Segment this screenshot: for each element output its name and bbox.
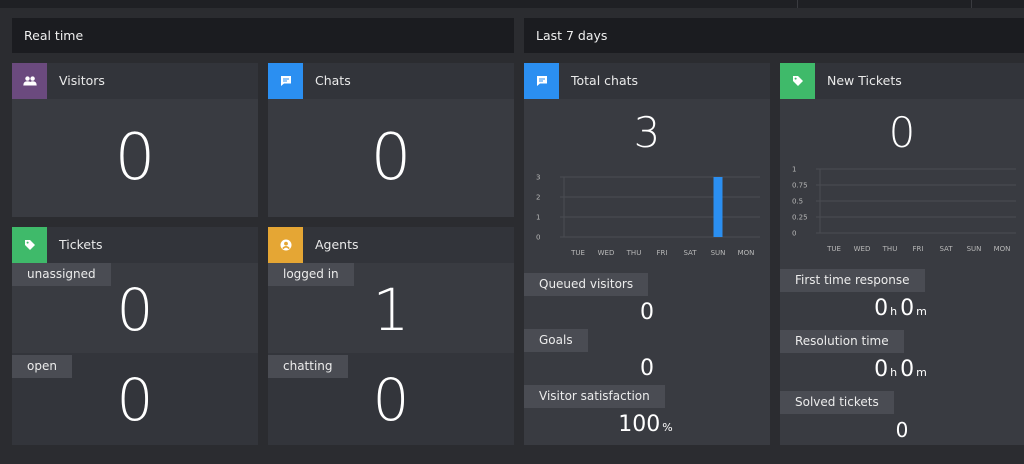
total-chats-card: Total chats 3 3 2 1 0 TUE WED THU FRI SAT SUN MON … [524, 63, 770, 445]
visitors-title: Visitors [59, 73, 105, 88]
x-tick-label: THU [626, 249, 642, 257]
hours-unit: h [890, 305, 898, 318]
first-response-hours: 0 [874, 296, 889, 321]
resolution-minutes: 0 [900, 357, 915, 382]
chatting-block: chatting 0 [268, 353, 514, 445]
x-tick-label: THU [882, 245, 898, 253]
chats-card-header: Chats [268, 63, 514, 99]
y-tick-label: 2 [536, 194, 540, 202]
last7-header: Last 7 days [524, 18, 1024, 53]
solved-tickets-label: Solved tickets [780, 391, 894, 414]
new-tickets-count: 0 [888, 108, 916, 157]
y-tick-label: 0 [536, 234, 540, 242]
x-tick-label: FRI [657, 249, 668, 257]
chats-count: 0 [370, 121, 412, 195]
new-tickets-title: New Tickets [827, 73, 902, 88]
visitor-satisfaction-value: 100% [524, 411, 770, 442]
solved-tickets-count: 0 [895, 418, 909, 442]
visitor-satisfaction-number: 100 [618, 412, 661, 437]
logged-in-label: logged in [268, 263, 354, 286]
new-tickets-card: New Tickets 0 1 0.75 0.5 0.25 0 TUE WED THU FRI S… [780, 63, 1024, 445]
open-count: 0 [116, 366, 154, 434]
goals-count: 0 [640, 356, 654, 381]
x-tick-label: SAT [939, 245, 953, 253]
top-bar-divider [971, 0, 972, 8]
tickets-title: Tickets [59, 237, 103, 252]
visitor-satisfaction-label: Visitor satisfaction [524, 385, 665, 408]
unassigned-label: unassigned [12, 263, 111, 286]
resolution-hours: 0 [874, 357, 889, 382]
total-chats-chart: 3 2 1 0 TUE WED THU FRI SAT SUN MON [536, 174, 760, 257]
new-tickets-chart: 1 0.75 0.5 0.25 0 TUE WED THU FRI SAT SUN MON [792, 166, 1016, 253]
visitors-card-header: Visitors [12, 63, 258, 99]
users-icon [12, 63, 47, 99]
x-tick-label: FRI [913, 245, 924, 253]
resolution-time-label: Resolution time [780, 330, 904, 353]
tag-icon [12, 227, 47, 263]
x-tick-label: TUE [570, 249, 585, 257]
y-tick-label: 1 [792, 166, 796, 174]
x-tick-label: MON [738, 249, 755, 257]
y-tick-label: 0.25 [792, 214, 808, 222]
goals-label: Goals [524, 329, 588, 352]
minutes-unit: m [916, 366, 927, 379]
x-tick-label: TUE [826, 245, 841, 253]
user-circle-icon [268, 227, 303, 263]
x-tick-label: WED [854, 245, 871, 253]
y-tick-label: 1 [536, 214, 540, 222]
x-tick-label: WED [598, 249, 615, 257]
chatting-label: chatting [268, 355, 348, 378]
x-tick-label: SUN [967, 245, 982, 253]
visitors-count: 0 [114, 121, 156, 195]
open-label: open [12, 355, 72, 378]
y-tick-label: 0 [792, 230, 796, 238]
chats-card: Chats 0 [268, 63, 514, 217]
tickets-card: Tickets unassigned 0 open 0 [12, 227, 258, 445]
open-block: open 0 [12, 353, 258, 445]
x-tick-label: SUN [711, 249, 726, 257]
chat-bubble-icon [524, 63, 559, 99]
logged-in-count: 1 [372, 276, 410, 344]
y-tick-label: 0.5 [792, 198, 803, 206]
queued-visitors-label: Queued visitors [524, 273, 649, 296]
bar [713, 177, 723, 237]
visitor-satisfaction-unit: % [662, 421, 673, 434]
hours-unit: h [890, 366, 898, 379]
first-response-minutes: 0 [900, 296, 915, 321]
visitors-card: Visitors 0 [12, 63, 258, 217]
tickets-card-header: Tickets [12, 227, 258, 263]
minutes-unit: m [916, 305, 927, 318]
agents-card-header: Agents [268, 227, 514, 263]
top-bar [0, 0, 1024, 8]
y-tick-label: 3 [536, 174, 540, 182]
queued-visitors-count: 0 [640, 300, 654, 325]
total-chats-stats: Queued visitors 0 Goals 0 Visitor satisf… [524, 271, 770, 445]
chat-bubble-icon [268, 63, 303, 99]
total-chats-title: Total chats [571, 73, 639, 88]
first-response-label: First time response [780, 269, 925, 292]
x-tick-label: MON [994, 245, 1011, 253]
agents-card: Agents logged in 1 chatting 0 [268, 227, 514, 445]
total-chats-count: 3 [633, 108, 661, 157]
top-bar-divider [797, 0, 798, 8]
y-tick-label: 0.75 [792, 182, 808, 190]
chats-title: Chats [315, 73, 351, 88]
tag-icon [780, 63, 815, 99]
unassigned-count: 0 [116, 276, 154, 344]
agents-title: Agents [315, 237, 359, 252]
x-tick-label: SAT [683, 249, 697, 257]
chatting-count: 0 [372, 366, 410, 434]
realtime-header: Real time [12, 18, 514, 53]
total-chats-card-header: Total chats [524, 63, 770, 99]
new-tickets-card-header: New Tickets [780, 63, 1024, 99]
